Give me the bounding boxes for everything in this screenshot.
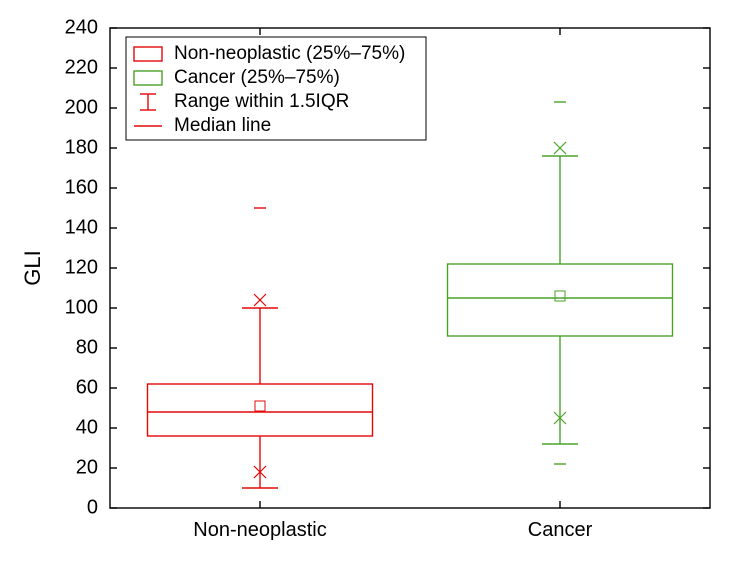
- y-tick-label: 60: [76, 376, 98, 398]
- legend-label: Cancer (25%–75%): [174, 67, 340, 88]
- y-tick-label: 200: [65, 96, 98, 118]
- y-tick-label: 180: [65, 136, 98, 158]
- x-category-label: Cancer: [528, 519, 593, 541]
- y-tick-label: 140: [65, 216, 98, 238]
- y-axis-title: GLI: [20, 250, 45, 285]
- chart-svg: 0 20 40 60 80 100 120 140 160 180 200 220 240 GLI Non-…: [0, 0, 751, 576]
- legend-label: Median line: [174, 115, 271, 136]
- x-category-label: Non-neoplastic: [193, 519, 326, 541]
- legend-label: Range within 1.5IQR: [174, 91, 349, 112]
- y-tick-label: 100: [65, 296, 98, 318]
- boxplot-chart: 0 20 40 60 80 100 120 140 160 180 200 220 240 GLI Non-…: [0, 0, 751, 576]
- legend-label: Non-neoplastic (25%–75%): [174, 43, 405, 64]
- y-tick-label: 0: [87, 496, 98, 518]
- y-tick-label: 20: [76, 456, 98, 478]
- legend: Non-neoplastic (25%–75%) Cancer (25%–75%)…: [126, 37, 426, 140]
- y-tick-label: 160: [65, 176, 98, 198]
- y-tick-label: 80: [76, 336, 98, 358]
- y-tick-label: 120: [65, 256, 98, 278]
- y-tick-label: 240: [65, 16, 98, 38]
- y-tick-label: 40: [76, 416, 98, 438]
- y-tick-label: 220: [65, 56, 98, 78]
